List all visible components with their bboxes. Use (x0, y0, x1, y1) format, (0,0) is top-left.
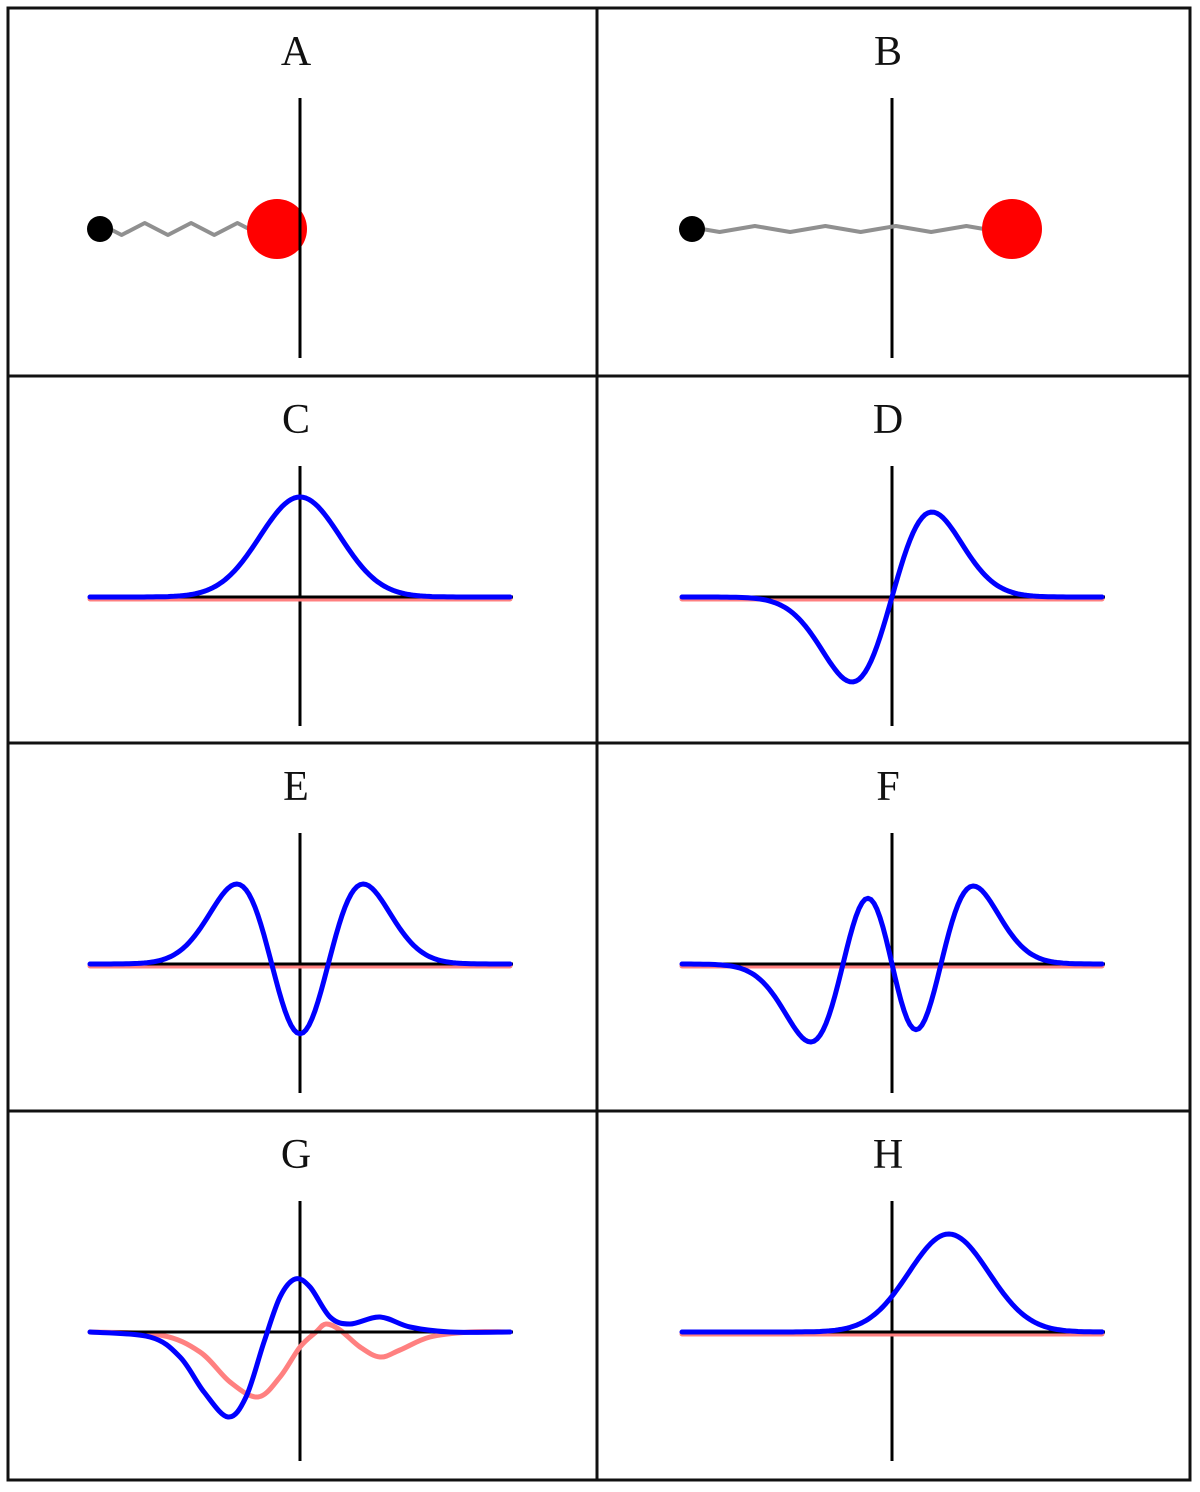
real-part-curve (87, 881, 513, 1037)
panel-label: G (281, 1132, 311, 1178)
panel-c: C (87, 397, 513, 726)
mass-ball (247, 199, 307, 259)
real-part-curve (679, 509, 1105, 685)
real-part-curve (679, 1231, 1105, 1335)
panel-label: C (282, 397, 310, 443)
real-part-curve (87, 1276, 513, 1420)
real-part-curve (679, 883, 1105, 1045)
panel-label: E (283, 764, 309, 810)
imaginary-part-curve (87, 1321, 513, 1400)
panel-e: E (87, 764, 513, 1093)
spring (100, 221, 277, 237)
panel-a: A (87, 29, 312, 358)
panel-d: D (679, 397, 1105, 726)
panel-b: B (679, 29, 1042, 358)
panel-label: F (876, 764, 899, 810)
panel-g: G (87, 1132, 513, 1461)
anchor-dot (87, 216, 113, 242)
panel-f: F (679, 764, 1105, 1093)
spring (692, 224, 1012, 234)
panel-label: B (874, 29, 902, 75)
panel-label: A (281, 29, 312, 75)
anchor-dot (679, 216, 705, 242)
mass-ball (982, 199, 1042, 259)
panel-h: H (679, 1132, 1105, 1461)
real-part-curve (87, 494, 513, 600)
panel-label: H (873, 1132, 903, 1178)
panel-label: D (873, 397, 903, 443)
